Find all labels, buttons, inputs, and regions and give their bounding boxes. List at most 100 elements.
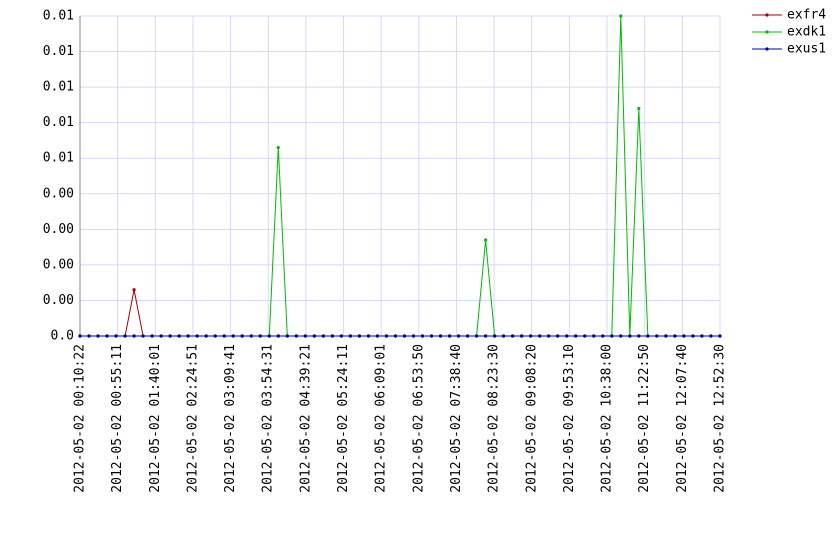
data-point <box>330 334 334 338</box>
data-point <box>195 334 199 338</box>
x-tick-label: 2012-05-02 00:55:11 <box>110 344 125 493</box>
series-line <box>80 15 720 337</box>
data-point <box>402 334 407 338</box>
data-point <box>511 334 515 338</box>
data-point <box>610 334 614 338</box>
data-point <box>691 334 695 338</box>
data-point <box>682 334 686 338</box>
data-point <box>366 334 371 338</box>
data-point <box>267 334 271 338</box>
data-point <box>465 334 470 338</box>
data-point <box>231 334 235 338</box>
data-point <box>456 334 461 338</box>
data-point <box>483 334 488 338</box>
y-tick-label: 0.00 <box>43 186 74 201</box>
data-point <box>619 334 623 338</box>
x-tick-label: 2012-05-02 02:24:51 <box>185 344 200 493</box>
data-point <box>574 334 578 338</box>
data-point <box>420 334 425 338</box>
legend-marker <box>765 47 769 51</box>
data-point <box>312 334 316 338</box>
data-point <box>339 334 343 338</box>
x-tick-label: 2012-05-02 06:53:50 <box>411 344 426 493</box>
data-point <box>429 334 434 338</box>
data-point <box>96 334 100 338</box>
data-point <box>565 334 569 338</box>
data-point <box>447 334 452 338</box>
data-point <box>700 334 704 338</box>
data-point <box>438 334 443 338</box>
x-tick-label: 2012-05-02 03:09:41 <box>223 344 238 493</box>
data-point <box>321 334 325 338</box>
y-tick-label: 0.01 <box>43 80 74 95</box>
legend-label: exfr4 <box>787 8 826 23</box>
x-tick-label: 2012-05-02 05:24:11 <box>336 344 351 493</box>
data-point <box>673 334 677 338</box>
legend-marker <box>765 13 769 17</box>
legend-label: exdk1 <box>787 25 826 40</box>
x-tick-label: 2012-05-02 07:38:40 <box>449 344 464 493</box>
x-tick-label: 2012-05-02 06:09:01 <box>374 344 389 493</box>
x-tick-label: 2012-05-02 12:52:30 <box>713 344 728 493</box>
data-point <box>637 334 641 338</box>
y-tick-label: 0.00 <box>43 257 74 272</box>
x-tick-label: 2012-05-02 09:53:10 <box>562 344 577 493</box>
y-tick-label: 0.01 <box>43 9 74 24</box>
data-point <box>249 334 253 338</box>
data-point <box>637 106 641 111</box>
data-point <box>276 145 280 150</box>
data-point <box>393 334 398 338</box>
data-point <box>168 334 172 338</box>
data-point <box>123 334 127 338</box>
x-tick-label: 2012-05-02 00:10:22 <box>73 344 88 493</box>
data-point <box>520 334 524 338</box>
data-point <box>159 334 163 338</box>
data-point <box>294 334 298 338</box>
legend-marker <box>765 30 769 34</box>
data-point <box>114 334 118 338</box>
legend-label: exus1 <box>787 42 826 57</box>
series-line <box>80 289 720 337</box>
data-point <box>556 334 560 338</box>
x-tick-label: 2012-05-02 12:07:40 <box>675 344 690 493</box>
data-point <box>276 334 280 338</box>
data-point <box>105 334 109 338</box>
data-point <box>502 334 506 338</box>
x-tick-label: 2012-05-02 03:54:31 <box>261 344 276 493</box>
data-point <box>240 334 244 338</box>
data-point <box>583 334 587 338</box>
data-point <box>186 334 190 338</box>
data-point <box>348 334 352 338</box>
x-tick-label: 2012-05-02 04:39:21 <box>298 344 313 493</box>
data-point <box>474 334 479 338</box>
y-tick-label: 0.01 <box>43 44 74 59</box>
data-point <box>177 334 181 338</box>
data-point <box>141 334 145 338</box>
data-point <box>483 238 488 242</box>
y-tick-label: 0.01 <box>43 151 74 166</box>
data-point <box>411 334 416 338</box>
y-tick-label: 0.0 <box>51 329 74 344</box>
data-point <box>258 334 262 338</box>
x-tick-label: 2012-05-02 08:23:30 <box>487 344 502 493</box>
x-tick-label: 2012-05-02 01:40:01 <box>148 344 163 493</box>
data-point <box>285 334 289 338</box>
data-point <box>87 334 91 338</box>
data-point <box>592 334 596 338</box>
data-point <box>493 334 497 338</box>
data-point <box>384 334 389 338</box>
data-point <box>78 334 82 338</box>
data-point <box>709 334 713 338</box>
data-point <box>547 334 551 338</box>
data-point <box>303 334 307 338</box>
x-tick-label: 2012-05-02 09:08:20 <box>524 344 539 493</box>
data-point <box>357 334 362 338</box>
data-point <box>204 334 208 338</box>
data-point <box>646 334 650 338</box>
y-tick-label: 0.01 <box>43 115 74 130</box>
data-point <box>375 334 380 338</box>
data-point <box>718 334 722 338</box>
data-point <box>601 334 605 338</box>
data-point <box>222 334 226 338</box>
